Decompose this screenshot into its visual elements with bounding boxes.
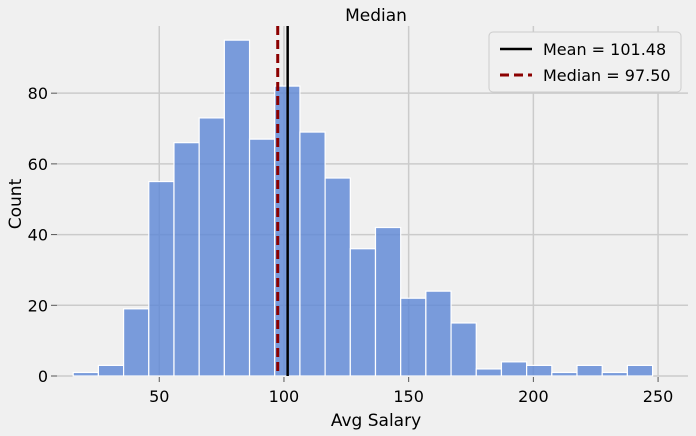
x-tick-label: 200 xyxy=(518,387,549,406)
histogram-bar xyxy=(500,361,528,377)
histogram-bar xyxy=(374,226,402,377)
histogram-bar xyxy=(450,322,477,377)
x-tick-label: 250 xyxy=(643,387,674,406)
histogram-bar xyxy=(72,371,100,377)
y-tick-label: 80 xyxy=(28,84,48,103)
histogram-bar xyxy=(97,364,125,377)
histogram-bar xyxy=(148,180,175,377)
y-tick-label: 20 xyxy=(28,296,48,315)
histogram-bar xyxy=(626,364,654,377)
histogram-bar xyxy=(349,248,377,377)
x-tick-label: 150 xyxy=(393,387,424,406)
legend: Mean = 101.48 Median = 97.50 xyxy=(488,31,682,93)
histogram-bar xyxy=(576,364,603,377)
y-tick-label: 0 xyxy=(38,367,48,386)
x-tick-label: 100 xyxy=(269,387,300,406)
x-axis-label: Avg Salary xyxy=(331,411,421,431)
legend-median-label: Median = 97.50 xyxy=(543,66,671,85)
histogram-bar xyxy=(526,364,553,377)
histogram-bar xyxy=(299,131,326,377)
histogram-bar xyxy=(173,142,200,377)
x-tick-label: 50 xyxy=(149,387,169,406)
y-axis-label: Count xyxy=(6,178,26,229)
legend-box xyxy=(488,31,682,93)
reference-lines xyxy=(276,26,289,376)
histogram-bar xyxy=(248,138,276,377)
histogram-bar xyxy=(400,297,427,377)
histogram-bar xyxy=(223,39,251,377)
y-tick-label: 60 xyxy=(28,155,48,174)
y-axis-ticks: 0 20 40 60 80 xyxy=(28,84,57,386)
histogram-bar xyxy=(324,177,351,377)
histogram-bar xyxy=(198,117,225,377)
histogram-bar xyxy=(475,368,503,377)
histogram-bars xyxy=(72,39,654,377)
histogram-bar xyxy=(551,371,578,377)
x-axis-ticks: 50 100 150 200 250 xyxy=(149,377,673,406)
chart-title: Median xyxy=(345,6,407,26)
histogram-bar xyxy=(601,371,628,377)
histogram-bar xyxy=(425,290,452,377)
histogram-bar xyxy=(122,308,150,377)
y-tick-label: 40 xyxy=(28,226,48,245)
legend-mean-label: Mean = 101.48 xyxy=(543,40,666,59)
